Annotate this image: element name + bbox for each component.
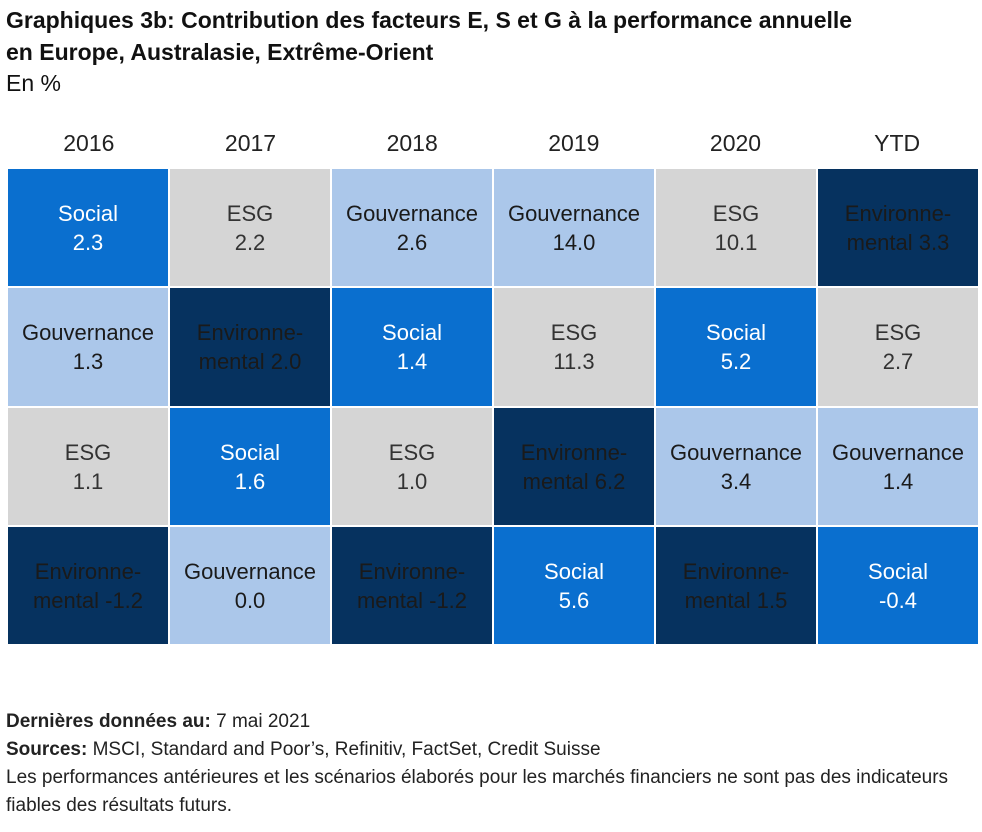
cell-factor-label: Environne- mental 3.3: [844, 201, 952, 255]
table-cell-esg: ESG 2.7: [818, 288, 978, 406]
last-data-line: Dernières données au: 7 mai 2021: [6, 708, 978, 736]
cell-factor-label: Social: [220, 439, 280, 465]
chart-unit-subtitle: En %: [6, 70, 61, 96]
cell-factor-label: Gouvernance: [507, 201, 641, 226]
table-cell-gouvernance: Gouvernance 1.4: [818, 407, 978, 525]
cell-value: 5.2: [720, 349, 752, 375]
cell-factor-label: ESG: [550, 320, 598, 346]
column-header: 2016: [63, 130, 115, 156]
table-cell-environnemental: Environne- mental -1.2: [8, 526, 168, 644]
table-cell-social: Social -0.4: [818, 526, 978, 644]
table-cell-esg: ESG 2.2: [170, 169, 330, 287]
cell-value: 11.3: [553, 349, 595, 375]
column-header: 2019: [548, 130, 600, 156]
column-header: 2017: [224, 130, 277, 156]
cell-value: 10.1: [714, 230, 758, 255]
table-cell-esg: ESG 1.0: [332, 407, 492, 525]
chart-title-line-1: Graphiques 3b: Contribution des facteurs…: [6, 7, 853, 33]
cell-value: 1.1: [72, 468, 104, 494]
sources-value: MSCI, Standard and Poor’s, Refinitiv, Fa…: [87, 739, 601, 760]
cell-value: 1.3: [72, 349, 104, 375]
cell-factor-label: Social: [58, 201, 118, 226]
table-cell-environnemental: Environne- mental -1.2: [332, 526, 492, 644]
cell-factor-label: Gouvernance: [831, 439, 965, 465]
cell-factor-label: ESG: [226, 201, 274, 226]
cell-factor-label: ESG: [388, 439, 436, 465]
chart-header: Graphiques 3b: Contribution des facteurs…: [6, 4, 978, 98]
table-cell-esg: ESG 10.1: [656, 169, 816, 287]
chart-footer: Dernières données au: 7 mai 2021 Sources…: [6, 708, 978, 820]
factor-contribution-grid: Social 2.3 ESG 2.2 Gouvernance 2.6 Gouvernance…: [8, 169, 978, 644]
cell-factor-label: Environne- mental 6.2: [520, 439, 628, 494]
cell-factor-label: ESG: [64, 439, 112, 465]
sources-line: Sources: MSCI, Standard and Poor’s, Refi…: [6, 736, 978, 764]
cell-value: 1.0: [396, 468, 428, 494]
cell-value: 0.0: [234, 587, 266, 613]
disclaimer-text: Les performances antérieures et les scén…: [6, 767, 949, 816]
cell-factor-label: Gouvernance: [183, 558, 317, 584]
table-cell-environnemental: Environne- mental 6.2: [494, 407, 654, 525]
cell-value: 2.6: [396, 230, 428, 255]
table-cell-environnemental: Environne- mental 2.0: [170, 288, 330, 406]
cell-value: 2.3: [72, 230, 104, 255]
cell-factor-label: Social: [382, 320, 442, 346]
last-data-value: 7 mai 2021: [210, 711, 311, 732]
cell-value: 2.2: [234, 230, 266, 255]
cell-value: -0.4: [879, 587, 917, 613]
cell-value: 1.4: [396, 349, 428, 375]
cell-value: 3.4: [720, 468, 752, 494]
table-cell-gouvernance: Gouvernance 14.0: [494, 169, 654, 287]
table-cell-gouvernance: Gouvernance 1.3: [8, 288, 168, 406]
cell-factor-label: Gouvernance: [21, 320, 155, 346]
cell-factor-label: Gouvernance: [345, 201, 479, 226]
column-header: 2018: [386, 130, 438, 156]
table-cell-gouvernance: Gouvernance 2.6: [332, 169, 492, 287]
cell-factor-label: Environne- mental -1.2: [356, 558, 468, 613]
cell-factor-label: Environne- mental 2.0: [196, 320, 304, 375]
column-headers: 2016 2017 2018 2019 2020 YTD: [8, 126, 978, 160]
cell-factor-label: ESG: [874, 320, 922, 346]
table-cell-esg: ESG 1.1: [8, 407, 168, 525]
cell-factor-label: Social: [706, 320, 766, 346]
table-cell-social: Social 5.2: [656, 288, 816, 406]
cell-value: 2.7: [882, 349, 914, 375]
table-cell-social: Social 1.4: [332, 288, 492, 406]
table-cell-gouvernance: Gouvernance 3.4: [656, 407, 816, 525]
cell-factor-label: ESG: [712, 201, 760, 226]
table-cell-social: Social 2.3: [8, 169, 168, 287]
cell-value: 1.4: [882, 468, 914, 494]
table-cell-social: Social 5.6: [494, 526, 654, 644]
column-header: 2020: [709, 130, 762, 156]
table-cell-social: Social 1.6: [170, 407, 330, 525]
table-cell-environnemental: Environne- mental 3.3: [818, 169, 978, 287]
sources-label: Sources:: [6, 739, 88, 760]
chart-title-line-2: en Europe, Australasie, Extrême-Orient: [6, 39, 434, 65]
cell-factor-label: Social: [868, 558, 928, 584]
cell-factor-label: Environne- mental 1.5: [682, 558, 790, 613]
cell-value: 14.0: [552, 230, 596, 255]
table-cell-environnemental: Environne- mental 1.5: [656, 526, 816, 644]
cell-factor-label: Gouvernance: [669, 439, 803, 465]
cell-value: 1.6: [234, 468, 266, 494]
cell-factor-label: Environne- mental -1.2: [32, 558, 144, 613]
cell-value: 5.6: [558, 587, 590, 613]
table-cell-esg: ESG 11.3: [494, 288, 654, 406]
cell-factor-label: Social: [544, 558, 604, 584]
last-data-label: Dernières données au:: [6, 711, 211, 732]
column-header: YTD: [874, 130, 921, 156]
table-cell-gouvernance: Gouvernance 0.0: [170, 526, 330, 644]
